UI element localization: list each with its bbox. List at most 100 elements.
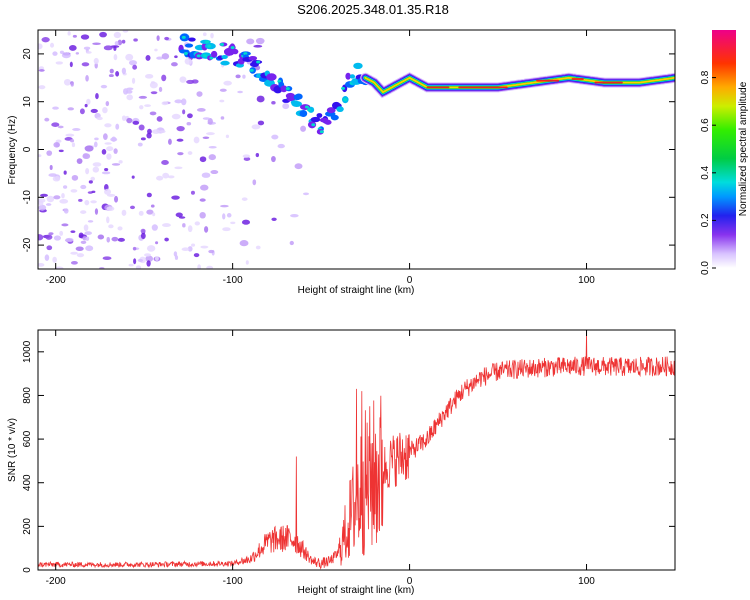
spectrogram-cell xyxy=(138,210,144,216)
spectrogram-cell xyxy=(145,255,154,262)
spectrogram-cell xyxy=(115,123,120,130)
spectrogram-cell xyxy=(146,209,154,215)
spectrogram-cell xyxy=(239,240,249,247)
spectrogram-cell xyxy=(202,117,211,120)
spectrogram-cell xyxy=(145,73,154,79)
spectrogram-cell xyxy=(138,124,145,131)
spectrogram-peak-cell xyxy=(311,123,316,127)
spectrogram-cell xyxy=(220,116,225,120)
spectrogram-cell xyxy=(144,253,152,257)
spectrogram-y-tick-label: 10 xyxy=(22,96,33,108)
colorbar-ticks: 0.0 0.2 0.4 0.6 0.8 xyxy=(700,70,716,275)
snr-x-label: Height of straight line (km) xyxy=(298,585,415,596)
spectrogram-peak-cell xyxy=(316,113,323,118)
spectrogram-cell xyxy=(171,113,181,120)
spectrogram-cell xyxy=(150,81,156,84)
spectrogram-cell xyxy=(202,32,207,37)
spectrogram-peak-cell xyxy=(304,105,309,109)
spectrogram-cell xyxy=(70,230,76,234)
spectrogram-cell xyxy=(125,53,134,61)
spectrogram-cell xyxy=(110,137,118,142)
spectrogram-cell xyxy=(105,100,110,107)
spectrogram-peak-cell xyxy=(319,130,324,134)
spectrogram-cell xyxy=(230,221,236,225)
spectrogram-cell xyxy=(126,94,133,101)
spectrogram-cell xyxy=(86,98,91,105)
spectrogram-cell xyxy=(81,62,90,67)
spectrogram-peak-cell xyxy=(181,35,186,39)
spectrogram-cell xyxy=(252,179,257,186)
spectrogram-cell xyxy=(58,149,64,153)
spectrogram-cell xyxy=(91,190,96,194)
spectrogram-cell xyxy=(140,232,146,240)
spectrogram-cell xyxy=(59,199,69,204)
colorbar-tick-label: 0.2 xyxy=(700,213,711,227)
spectrogram-cell xyxy=(111,163,121,166)
spectrogram-cell xyxy=(256,95,265,103)
spectrogram-peak-cell xyxy=(207,44,212,48)
spectrogram-cell xyxy=(138,95,148,99)
spectrogram-cell xyxy=(255,152,260,158)
spectrogram-cell xyxy=(132,120,140,125)
spectrogram-cell xyxy=(96,116,103,121)
spectrogram-y-tick-label: -10 xyxy=(22,190,33,205)
spectrogram-cell xyxy=(100,84,108,89)
spectrogram-cell xyxy=(70,261,78,265)
spectrogram-y-tick-label: 0 xyxy=(22,146,33,152)
spectrogram-cell xyxy=(63,208,69,214)
spectrogram-peak-cell xyxy=(299,110,308,118)
spectrogram-cell xyxy=(156,175,164,181)
spectrogram-peak-cell xyxy=(184,43,194,48)
spectrogram-cell xyxy=(135,265,142,269)
spectrogram-cell xyxy=(63,78,71,86)
spectrogram-cell xyxy=(70,189,78,193)
spectrogram-cell xyxy=(65,133,75,137)
spectrogram-cell xyxy=(80,210,87,214)
spectrogram-cell xyxy=(190,190,195,195)
colorbar-tick-label: 0.0 xyxy=(700,261,711,275)
spectrogram-cell xyxy=(182,223,186,228)
spectrogram-cell xyxy=(78,232,84,238)
spectrogram-cell xyxy=(132,64,138,70)
spectrogram-cell xyxy=(174,55,178,59)
spectrogram-cell xyxy=(90,200,97,204)
snr-x-tick-label: 100 xyxy=(578,576,595,587)
spectrogram-peak-cell xyxy=(220,42,225,46)
spectrogram-cell xyxy=(57,125,64,129)
spectrogram-cell xyxy=(200,245,209,249)
spectrogram-cell xyxy=(147,128,152,135)
spectrogram-cell xyxy=(146,132,152,139)
spectrogram-cell xyxy=(80,34,90,40)
spectrogram-cell xyxy=(271,155,276,163)
spectrogram-cell xyxy=(242,74,246,79)
spectrogram-cell xyxy=(85,167,90,175)
spectrogram-cell xyxy=(294,163,303,170)
spectrogram-cell xyxy=(219,88,227,92)
spectrogram-peak-cell xyxy=(266,73,277,81)
spectrogram-cell xyxy=(63,170,67,175)
spectrogram-cell xyxy=(128,60,138,66)
spectrogram-cell xyxy=(85,236,90,241)
spectrogram-cell xyxy=(106,146,114,152)
spectrogram-cell xyxy=(206,265,214,269)
colorbar-tick-label: 0.4 xyxy=(700,165,711,179)
spectrogram-cell xyxy=(255,245,261,250)
spectrogram-cell xyxy=(139,105,144,110)
spectrogram-cell xyxy=(243,157,251,161)
snr-y-tick-label: 800 xyxy=(22,387,33,404)
spectrogram-cell xyxy=(104,188,112,195)
spectrogram-cell xyxy=(121,115,127,122)
spectrogram-cell xyxy=(61,192,65,199)
spectrogram-cell xyxy=(70,139,75,143)
spectrogram-cell xyxy=(101,171,111,175)
spectrogram-cell xyxy=(199,198,206,202)
spectrogram-peak-cell xyxy=(285,92,296,99)
spectrogram-cell xyxy=(186,122,192,126)
spectrogram-cell xyxy=(167,175,175,179)
spectrogram-cell xyxy=(49,164,53,170)
spectrogram-cell xyxy=(41,37,50,43)
spectrogram-frame xyxy=(37,29,676,270)
spectrogram-x-tick-label: 100 xyxy=(578,275,595,286)
spectrogram-cell xyxy=(196,91,203,97)
